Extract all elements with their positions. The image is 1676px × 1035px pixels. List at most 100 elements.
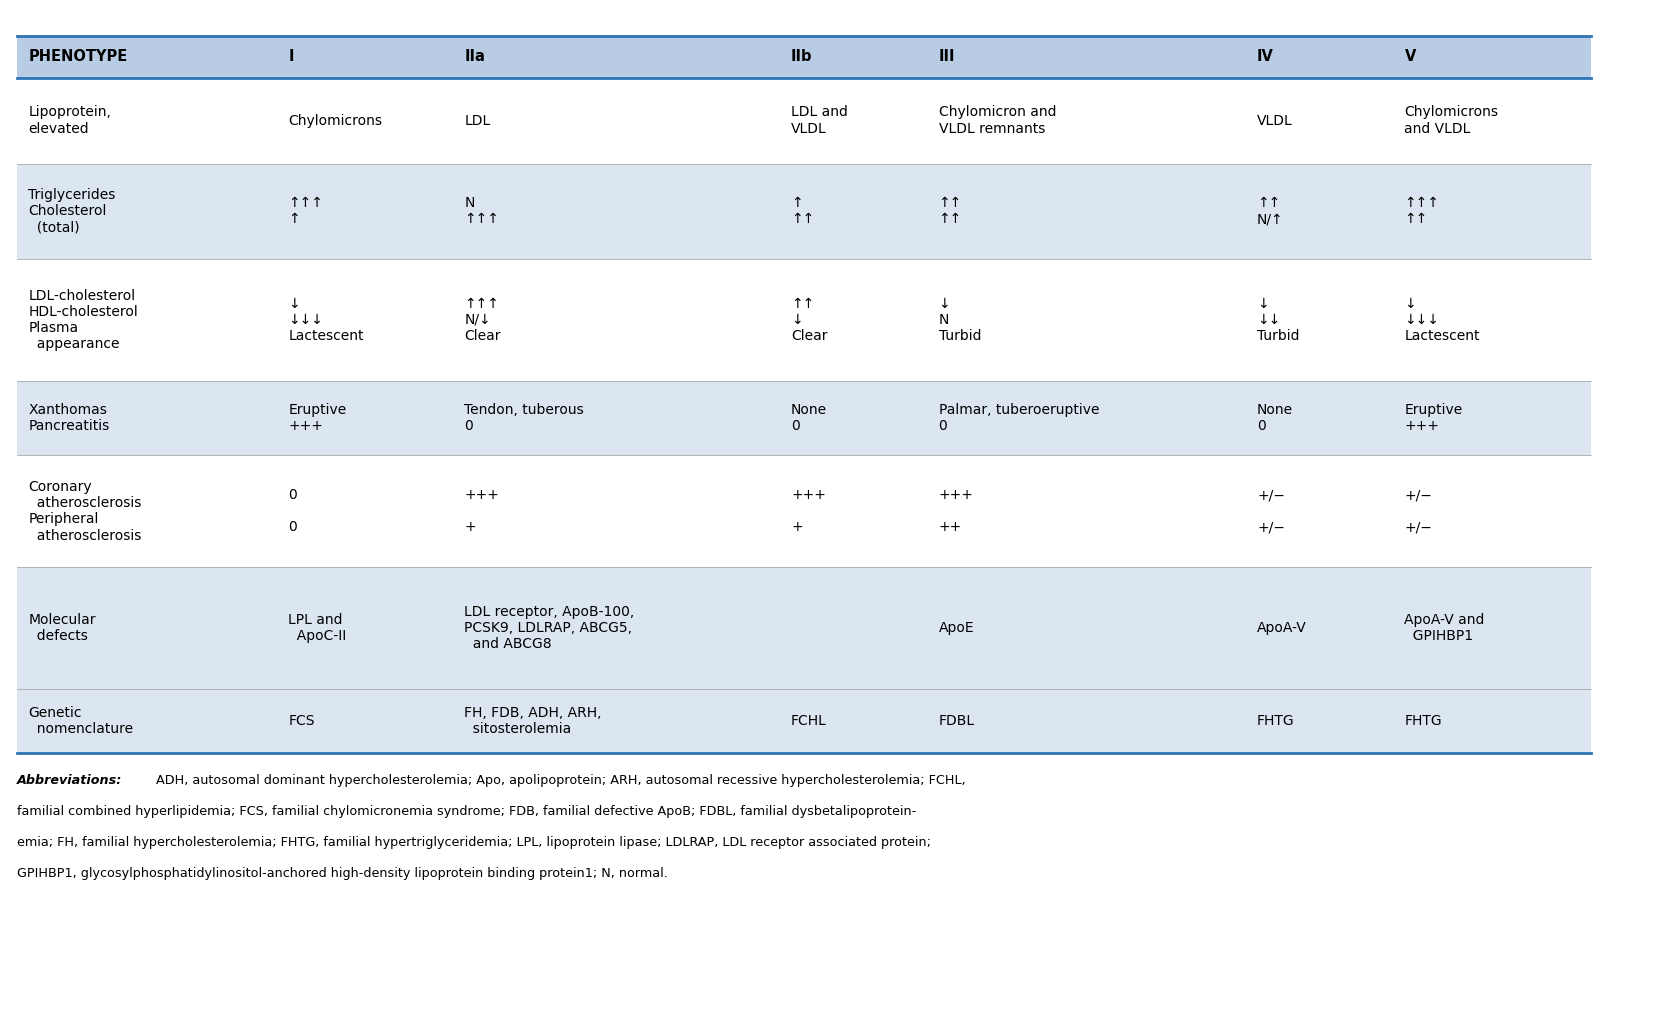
Bar — [927, 689, 1245, 753]
Text: Eruptive
+++: Eruptive +++ — [1404, 403, 1463, 434]
Bar — [1393, 78, 1591, 164]
Bar — [17, 381, 277, 455]
Bar — [17, 567, 277, 689]
Bar — [17, 36, 277, 78]
Bar — [17, 689, 277, 753]
Text: ↑
↑↑: ↑ ↑↑ — [791, 196, 815, 227]
Bar — [927, 567, 1245, 689]
Bar — [927, 259, 1245, 381]
Bar — [927, 381, 1245, 455]
Bar — [277, 36, 453, 78]
Bar — [1245, 381, 1393, 455]
Text: Chylomicron and
VLDL remnants: Chylomicron and VLDL remnants — [939, 106, 1056, 136]
Text: Palmar, tuberoeruptive
0: Palmar, tuberoeruptive 0 — [939, 403, 1099, 434]
Bar — [779, 164, 927, 259]
Bar — [17, 164, 277, 259]
Bar — [1393, 381, 1591, 455]
Text: I: I — [288, 50, 293, 64]
Text: ↑↑
↑↑: ↑↑ ↑↑ — [939, 196, 962, 227]
Text: familial combined hyperlipidemia; FCS, familial chylomicronemia syndrome; FDB, f: familial combined hyperlipidemia; FCS, f… — [17, 805, 917, 819]
Text: Triglycerides
Cholesterol
  (total): Triglycerides Cholesterol (total) — [28, 188, 116, 234]
Text: Chylomicrons: Chylomicrons — [288, 114, 382, 127]
Bar — [779, 259, 927, 381]
Bar — [779, 689, 927, 753]
Text: LDL: LDL — [464, 114, 491, 127]
Bar — [927, 455, 1245, 567]
Bar — [779, 381, 927, 455]
Bar — [453, 36, 779, 78]
Text: ↓
↓↓↓
Lactescent: ↓ ↓↓↓ Lactescent — [288, 297, 364, 343]
Bar — [277, 455, 453, 567]
Bar — [453, 689, 779, 753]
Text: emia; FH, familial hypercholesterolemia; FHTG, familial hypertriglyceridemia; LP: emia; FH, familial hypercholesterolemia;… — [17, 836, 930, 850]
Text: ↓
↓↓↓
Lactescent: ↓ ↓↓↓ Lactescent — [1404, 297, 1480, 343]
Text: Chylomicrons
and VLDL: Chylomicrons and VLDL — [1404, 106, 1498, 136]
Text: Lipoprotein,
elevated: Lipoprotein, elevated — [28, 106, 111, 136]
Bar — [17, 259, 277, 381]
Text: GPIHBP1, glycosylphosphatidylinositol-anchored high-density lipoprotein binding : GPIHBP1, glycosylphosphatidylinositol-an… — [17, 867, 667, 881]
Text: None
0: None 0 — [791, 403, 828, 434]
Text: ↑↑↑
N/↓
Clear: ↑↑↑ N/↓ Clear — [464, 297, 501, 343]
Bar — [277, 381, 453, 455]
Bar — [1245, 455, 1393, 567]
Text: FHTG: FHTG — [1257, 714, 1294, 729]
Text: +++

+: +++ + — [464, 489, 499, 534]
Bar — [17, 455, 277, 567]
Bar — [453, 455, 779, 567]
Bar — [277, 164, 453, 259]
Bar — [1393, 36, 1591, 78]
Text: +/−

+/−: +/− +/− — [1257, 489, 1285, 534]
Bar — [779, 567, 927, 689]
Bar — [1393, 164, 1591, 259]
Bar — [1245, 259, 1393, 381]
Text: ↑↑
↓
Clear: ↑↑ ↓ Clear — [791, 297, 828, 343]
Text: IV: IV — [1257, 50, 1274, 64]
Text: V: V — [1404, 50, 1416, 64]
Text: IIa: IIa — [464, 50, 484, 64]
Bar — [927, 36, 1245, 78]
Text: ↑↑
N/↑: ↑↑ N/↑ — [1257, 196, 1284, 227]
Text: ADH, autosomal dominant hypercholesterolemia; Apo, apolipoprotein; ARH, autosoma: ADH, autosomal dominant hypercholesterol… — [156, 774, 965, 788]
Bar — [1393, 689, 1591, 753]
Bar — [1245, 689, 1393, 753]
Text: Coronary
  atherosclerosis
Peripheral
  atherosclerosis: Coronary atherosclerosis Peripheral athe… — [28, 480, 142, 542]
Text: ApoA-V: ApoA-V — [1257, 621, 1307, 635]
Text: 0

0: 0 0 — [288, 489, 297, 534]
Bar — [1245, 164, 1393, 259]
Text: FHTG: FHTG — [1404, 714, 1441, 729]
Text: ApoA-V and
  GPIHBP1: ApoA-V and GPIHBP1 — [1404, 613, 1485, 644]
Bar — [453, 381, 779, 455]
Bar — [17, 78, 277, 164]
Bar — [277, 259, 453, 381]
Text: Genetic
  nomenclature: Genetic nomenclature — [28, 706, 134, 737]
Text: FCHL: FCHL — [791, 714, 826, 729]
Text: LDL and
VLDL: LDL and VLDL — [791, 106, 848, 136]
Bar — [1245, 567, 1393, 689]
Text: III: III — [939, 50, 955, 64]
Bar — [927, 164, 1245, 259]
Bar — [277, 78, 453, 164]
Text: N
↑↑↑: N ↑↑↑ — [464, 196, 499, 227]
Text: Tendon, tuberous
0: Tendon, tuberous 0 — [464, 403, 583, 434]
Text: Eruptive
+++: Eruptive +++ — [288, 403, 347, 434]
Text: Xanthomas
Pancreatitis: Xanthomas Pancreatitis — [28, 403, 109, 434]
Bar — [1393, 455, 1591, 567]
Bar — [779, 455, 927, 567]
Text: ↓
↓↓
Turbid: ↓ ↓↓ Turbid — [1257, 297, 1299, 343]
Bar — [277, 567, 453, 689]
Text: +/−

+/−: +/− +/− — [1404, 489, 1433, 534]
Bar — [927, 78, 1245, 164]
Bar — [453, 78, 779, 164]
Bar — [1393, 567, 1591, 689]
Text: Abbreviations:: Abbreviations: — [17, 774, 122, 788]
Bar — [1245, 78, 1393, 164]
Bar — [453, 164, 779, 259]
Bar — [1245, 36, 1393, 78]
Text: VLDL: VLDL — [1257, 114, 1292, 127]
Text: ↑↑↑
↑↑: ↑↑↑ ↑↑ — [1404, 196, 1440, 227]
Bar — [453, 567, 779, 689]
Text: LDL receptor, ApoB-100,
PCSK9, LDLRAP, ABCG5,
  and ABCG8: LDL receptor, ApoB-100, PCSK9, LDLRAP, A… — [464, 605, 635, 651]
Bar — [1393, 259, 1591, 381]
Text: +++

++: +++ ++ — [939, 489, 974, 534]
Text: Molecular
  defects: Molecular defects — [28, 613, 96, 644]
